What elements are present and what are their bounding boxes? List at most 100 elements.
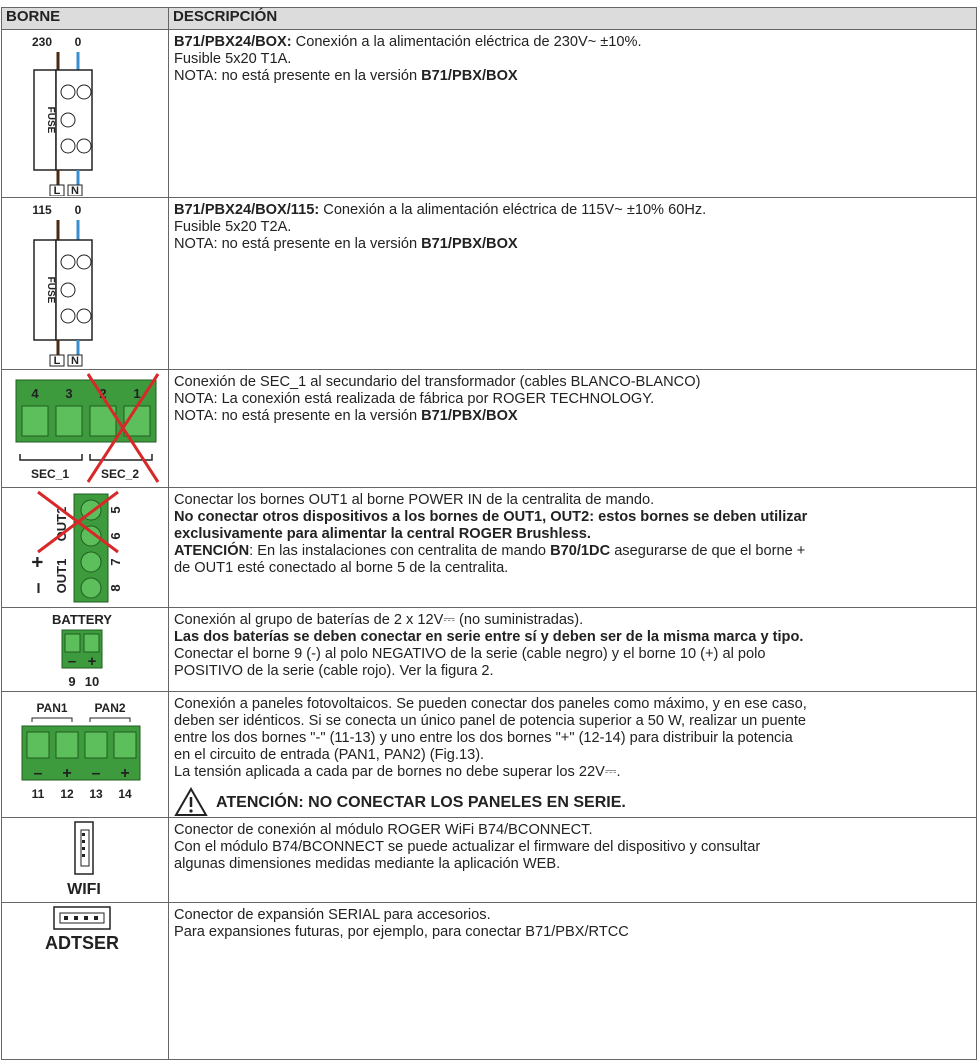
description-line: en el circuito de entrada (PAN1, PAN2) (… (174, 747, 971, 764)
description-line: La tensión aplicada a cada par de bornes… (174, 764, 971, 781)
text: Conector de conexión al módulo ROGER WiF… (174, 822, 593, 838)
description-cell: Conector de conexión al módulo ROGER WiF… (168, 817, 977, 903)
diagram-shape (89, 454, 153, 461)
text: Conexión al grupo de baterías de 2 x 12V… (174, 612, 584, 628)
diagram-label: SEC_2 (101, 467, 139, 481)
description-line: Las dos baterías se deben conectar en se… (174, 629, 971, 646)
terminal-table: BORNE DESCRIPCIÓN 230 0 FUSE (1, 7, 977, 1060)
diagram-shape (174, 787, 208, 816)
diagram-shape (82, 833, 85, 836)
text: NOTA: no está presente en la versión (174, 68, 422, 84)
diagram-shape (55, 731, 79, 759)
diagram-label: – (92, 765, 101, 782)
diagram-shape (49, 354, 65, 367)
borne-cell: 4 3 2 1 SEC_1 SEC_2 (1, 369, 169, 488)
text: Conector de expansión SERIAL para acceso… (174, 907, 491, 923)
text: NOTA: no está presente en la versión (174, 236, 422, 252)
diagram-label: 5 (108, 506, 123, 513)
diagram-label: 0 (75, 35, 82, 49)
diagram-label: FUSE (45, 277, 56, 304)
diagram-shape (60, 308, 76, 324)
description-line: NOTA: no está presente en la versión B71… (174, 236, 971, 253)
text: algunas dimensiones medidas mediante la … (174, 856, 561, 872)
diagram-shape (67, 184, 83, 196)
description-line: ATENCIÓN: En las instalaciones con centr… (174, 543, 971, 560)
diagram-label: PAN2 (94, 701, 125, 715)
diagram-shape (94, 916, 98, 920)
description-line: Conexión al grupo de baterías de 2 x 12V… (174, 612, 971, 629)
text: en el circuito de entrada (PAN1, PAN2) (… (174, 747, 485, 763)
diagram-label: SEC_1 (31, 467, 69, 481)
diagram-label: L (54, 185, 61, 196)
borne-cell: BATTERY – + 9 10 (1, 607, 169, 692)
diagram-shape (76, 138, 92, 154)
description-line: Conector de conexión al módulo ROGER WiF… (174, 822, 971, 839)
diagram-label: 13 (89, 787, 103, 801)
text: POSITIVO de la serie (cable rojo). Ver l… (174, 663, 494, 679)
diagram-shape (86, 373, 160, 483)
warning-text: ATENCIÓN: NO CONECTAR LOS PANELES EN SER… (216, 793, 626, 811)
diagram-label: + (88, 653, 97, 670)
diagram-shape (76, 84, 92, 100)
diagram-shape (60, 112, 76, 128)
sec-diagram: 4 3 2 1 SEC_1 SEC_2 (15, 373, 160, 483)
diagram-label: 0 (75, 203, 82, 217)
description-line: Conectar el borne 9 (-) al polo NEGATIVO… (174, 646, 971, 663)
description-line: B71/PBX24/BOX/115: Conexión a la aliment… (174, 202, 971, 219)
text: deben ser idénticos. Si se conecta un ún… (174, 713, 806, 729)
diagram-label: + (120, 765, 129, 782)
bold-text: exclusivamente para alimentar la central… (174, 526, 591, 542)
description-cell: Conexión al grupo de baterías de 2 x 12V… (168, 607, 977, 692)
bold-text: B70/1DC (550, 543, 611, 559)
borne-cell: 5 6 7 8 OUT2 OUT1 + – (1, 487, 169, 608)
diagram-shape (60, 138, 76, 154)
description-line: entre los dos bornes "-" (11-13) y uno e… (174, 730, 971, 747)
bold-text: No conectar otros dispositivos a los bor… (174, 509, 808, 525)
description-line: Fusible 5x20 T1A. (174, 51, 971, 68)
diagram-shape (60, 84, 76, 100)
bold-text: B71/PBX/BOX (421, 408, 518, 424)
row: 4 3 2 1 SEC_1 SEC_2 Conexión de SEC_1 al… (1, 369, 977, 488)
text: Con el módulo B74/BCONNECT se puede actu… (174, 839, 761, 855)
diagram-shape (84, 916, 88, 920)
borne-cell: 115 0 FUSE L N (1, 197, 169, 370)
diagram-shape (31, 717, 73, 722)
diagram-shape (64, 633, 81, 653)
diagram-label: + (62, 765, 71, 782)
diagram-shape (80, 577, 102, 599)
diagram-shape (189, 809, 193, 813)
text: entre los dos bornes "-" (11-13) y uno e… (174, 730, 793, 746)
borne-cell: 230 0 FUSE L N (1, 29, 169, 198)
diagram-label: 2 (99, 386, 106, 401)
adtser-diagram: ADTSER (45, 906, 119, 953)
description-cell: Conexión de SEC_1 al secundario del tran… (168, 369, 977, 488)
text: Conexión a la alimentación eléctrica de … (319, 202, 707, 218)
description-line: Conexión a paneles fotovoltaicos. Se pue… (174, 696, 971, 713)
diagram-label: – (27, 582, 49, 593)
diagram-shape (60, 254, 76, 270)
warning-icon (174, 787, 208, 816)
diagram-label: WIFI (67, 881, 101, 898)
description-line: NOTA: no está presente en la versión B71… (174, 408, 971, 425)
text: Conectar el borne 9 (-) al polo NEGATIVO… (174, 646, 766, 662)
bold-text: ATENCIÓN (174, 543, 250, 559)
text: NOTA: no está presente en la versión (174, 408, 422, 424)
description-line: exclusivamente para alimentar la central… (174, 526, 971, 543)
diagram-label: L (54, 355, 61, 367)
bold-text: B71/PBX/BOX (421, 68, 518, 84)
diagram-label: BATTERY (52, 612, 112, 627)
text: Conexión a paneles fotovoltaicos. Se pue… (174, 696, 807, 712)
diagram-label: N (71, 355, 79, 367)
diagram-label: – (34, 765, 43, 782)
description-cell: Conector de expansión SERIAL para acceso… (168, 902, 977, 1060)
diagram-shape (82, 854, 85, 857)
bold-text: B71/PBX/BOX (421, 236, 518, 252)
diagram-shape (80, 525, 102, 547)
wifi-diagram: WIFI (67, 821, 101, 898)
text: NOTA: La conexión está realizada de fábr… (174, 391, 655, 407)
diagram-label: 3 (65, 386, 72, 401)
borne-cell: WIFI (1, 817, 169, 903)
description-line: Conectar los bornes OUT1 al borne POWER … (174, 492, 971, 509)
text: Conexión a la alimentación eléctrica de … (291, 34, 642, 50)
